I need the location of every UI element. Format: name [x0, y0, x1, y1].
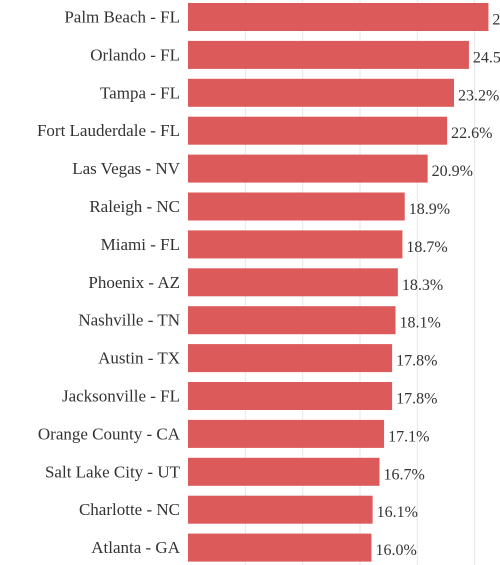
category-label: Orange County - CA	[38, 424, 181, 443]
value-label: 23.2%	[458, 87, 499, 104]
value-label: 16.7%	[383, 466, 424, 483]
category-label: Orlando - FL	[90, 45, 180, 64]
category-label: Phoenix - AZ	[88, 273, 180, 292]
value-label: 24.5%	[473, 49, 500, 66]
bar	[188, 382, 393, 410]
bar	[188, 154, 428, 183]
category-label: Fort Lauderdale - FL	[37, 121, 180, 140]
value-label: 17.8%	[396, 391, 437, 408]
category-label: Jacksonville - FL	[62, 387, 180, 406]
value-label: 16.0%	[375, 542, 416, 559]
value-labels: 26.2% 24.5% 23.2% 22.6% 20.9% 18.9% 18.7% 18.3%…	[375, 12, 500, 560]
category-label: Charlotte - NC	[79, 500, 180, 519]
bar	[188, 457, 380, 486]
value-label: 26.2%	[492, 12, 500, 29]
bar	[188, 116, 448, 145]
bar	[188, 78, 455, 107]
category-label: Tampa - FL	[100, 83, 180, 102]
bar	[188, 419, 385, 448]
category-label: Nashville - TN	[78, 311, 180, 330]
category-labels: Palm Beach - FL Orlando - FL Tampa - FL For…	[37, 8, 181, 558]
category-label: Raleigh - NC	[89, 197, 180, 216]
category-label: Atlanta - GA	[91, 538, 180, 557]
category-label: Las Vegas - NV	[72, 159, 181, 178]
value-label: 18.3%	[402, 277, 443, 294]
bar	[188, 344, 393, 373]
bar	[188, 40, 469, 69]
category-label: Miami - FL	[101, 235, 180, 254]
category-label: Palm Beach - FL	[64, 8, 180, 27]
bars	[188, 3, 489, 562]
value-label: 16.1%	[377, 504, 418, 521]
value-label: 17.8%	[396, 353, 437, 370]
bar	[188, 3, 489, 31]
bar	[188, 230, 403, 259]
bar	[188, 268, 398, 297]
value-label: 18.9%	[409, 201, 450, 218]
bar	[188, 306, 396, 335]
value-label: 18.1%	[400, 315, 441, 332]
value-label: 17.1%	[388, 428, 429, 445]
category-label: Salt Lake City - UT	[45, 462, 181, 481]
category-label: Austin - TX	[98, 349, 180, 368]
value-label: 22.6%	[451, 125, 492, 142]
bar	[188, 192, 405, 221]
bar	[188, 533, 372, 562]
bar	[188, 495, 373, 524]
value-label: 18.7%	[406, 239, 447, 256]
value-label: 20.9%	[432, 163, 473, 180]
